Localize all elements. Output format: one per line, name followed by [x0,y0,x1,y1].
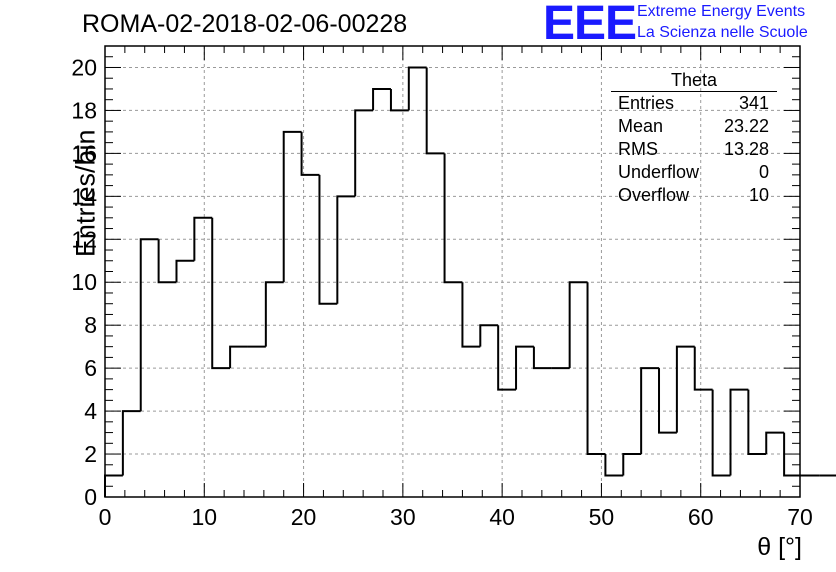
x-tick-label: 40 [489,504,515,530]
histogram-bin [765,431,785,455]
histogram-bin [675,345,695,433]
logo-line-1: Extreme Energy Events [637,3,806,20]
histogram-bin [729,388,749,476]
histogram-bin [479,324,499,347]
stats-value: 23.22 [723,116,769,136]
x-tick-label: 60 [688,504,714,530]
histogram-bin [389,88,409,112]
histogram-bin [157,239,177,284]
histogram-bin [372,87,391,111]
histogram-bin [443,153,463,284]
axis-ticks [104,45,801,498]
x-tick-label: 0 [99,504,112,530]
histogram-bin [282,130,302,283]
chart-title: ROMA-02-2018-02-06-00228 [82,10,408,38]
stats-value: 341 [738,93,769,113]
histogram-bars [104,66,836,497]
y-tick-label: 12 [71,226,97,252]
stats-value: 0 [758,162,769,182]
x-tick-label: 50 [589,504,615,530]
y-tick-label: 20 [71,54,97,80]
y-tick-label: 8 [84,312,97,338]
histogram-bin [586,282,606,456]
stats-value: 10 [748,185,769,205]
stats-row-underflow: Underflow 0 [611,161,777,184]
histogram-bin [354,109,374,197]
histogram-bin [532,346,552,370]
histogram-bin [175,259,195,283]
histogram-bin [711,389,731,477]
eee-logo: EEE [543,0,637,50]
y-tick-label: 4 [84,398,97,424]
stats-row-rms: RMS 13.28 [611,138,777,161]
histogram-bin [264,281,284,347]
y-tick-label: 2 [84,441,97,467]
histogram-bin [497,325,517,391]
stats-value: 13.28 [723,139,769,159]
axis-tick-labels: 0 10 20 30 40 50 60 70 0 2 4 6 8 10 12 14 16 18 20 [71,54,812,530]
histogram-bin [640,367,660,455]
logo-line-2: La Scienza nelle Scuole [637,24,808,41]
stats-row-entries: Entries 341 [611,92,777,115]
x-tick-label: 70 [787,504,813,530]
histogram-bin [336,195,356,304]
stats-label: Overflow [618,185,690,205]
histogram-bin [622,453,642,476]
stats-label: RMS [618,139,658,159]
y-tick-label: 16 [71,140,97,166]
histogram-bin [568,281,588,369]
histogram-bin [693,346,713,391]
histogram-bin [515,345,534,390]
histogram-bin [318,174,338,305]
x-tick-label: 30 [390,504,416,530]
stats-box: Theta Entries 341 Mean 23.22 RMS 13.28 Unde… [611,70,777,207]
stats-label: Entries [618,93,675,113]
stats-row-mean: Mean 23.22 [611,115,777,138]
histogram-bin [121,410,141,476]
y-tick-label: 18 [71,97,97,123]
histogram-bin [407,66,427,111]
histogram-bin [300,131,320,176]
y-tick-label: 10 [71,269,97,295]
histogram-bin [604,454,624,477]
y-axis-label: Entries/bin [70,129,101,258]
stats-label: Mean [618,116,664,136]
stats-label: Underflow [618,162,700,182]
histogram-bin [747,389,767,456]
stats-title: Theta [611,70,777,92]
y-tick-label: 0 [84,484,97,510]
histogram-bin [658,368,677,434]
stats-row-overflow: Overflow 10 [611,184,777,207]
x-axis-label: θ [°] [757,533,802,561]
y-tick-label: 14 [71,183,97,209]
histogram-bin [229,345,248,369]
histogram-bin [139,238,159,412]
histogram-bin [211,217,231,370]
histogram-bin [425,67,445,155]
histogram-bin [193,216,213,261]
y-tick-label: 6 [84,355,97,381]
x-tick-label: 20 [291,504,317,530]
x-tick-label: 10 [191,504,217,530]
histogram-bin [461,282,481,348]
